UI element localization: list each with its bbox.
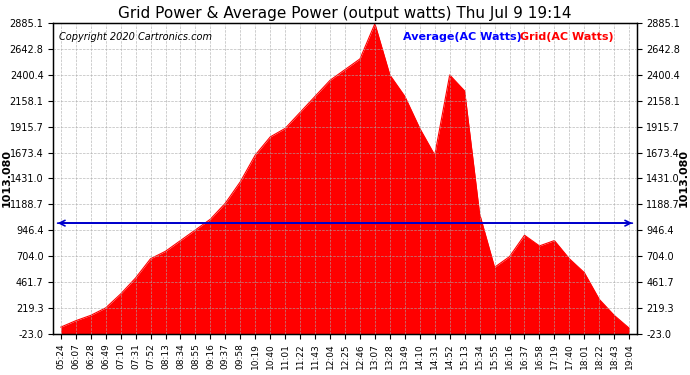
Text: 1013.080: 1013.080: [1, 150, 12, 207]
Text: Average(AC Watts): Average(AC Watts): [404, 32, 522, 42]
Text: 1013.080: 1013.080: [678, 150, 689, 207]
Title: Grid Power & Average Power (output watts) Thu Jul 9 19:14: Grid Power & Average Power (output watts…: [118, 6, 572, 21]
Text: Grid(AC Watts): Grid(AC Watts): [520, 32, 613, 42]
Text: Copyright 2020 Cartronics.com: Copyright 2020 Cartronics.com: [59, 32, 212, 42]
